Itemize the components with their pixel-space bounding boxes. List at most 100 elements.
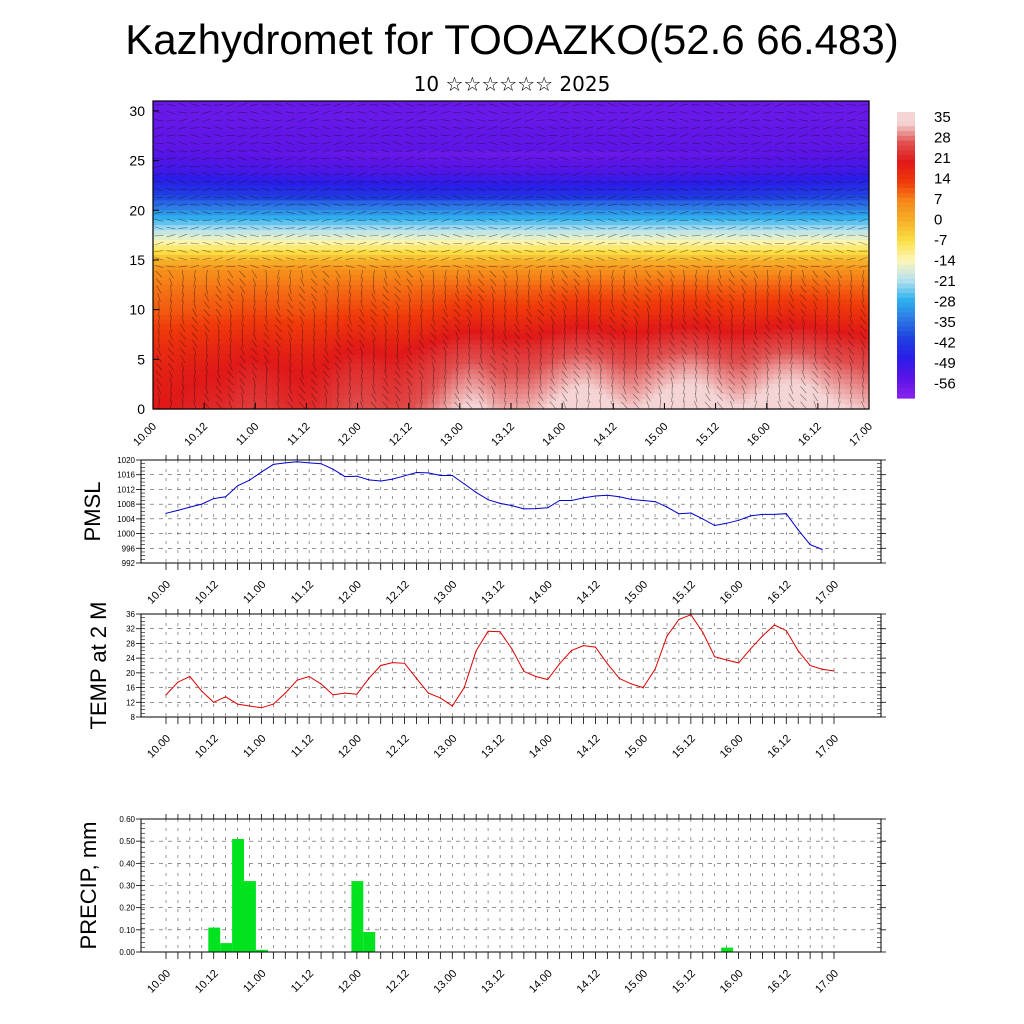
heatmap-cell (194, 200, 202, 206)
heatmap-cell (254, 284, 261, 291)
heatmap-cell (701, 180, 709, 187)
heatmap-cell (355, 165, 363, 172)
heatmap-cell (612, 165, 619, 172)
heatmap-cell (678, 210, 685, 216)
heatmap-cell (737, 284, 745, 291)
heatmap-cell (176, 279, 184, 286)
heatmap-cell (528, 250, 536, 256)
heatmap-cell (188, 284, 196, 291)
heatmap-cell (409, 105, 417, 112)
heatmap-cell (284, 145, 291, 152)
heatmap-cell (648, 170, 655, 177)
heatmap-cell (170, 225, 178, 231)
heatmap-cell (612, 205, 619, 211)
heatmap-cell (158, 210, 166, 216)
heatmap-cell (397, 259, 405, 266)
heatmap-cell (487, 289, 494, 296)
heatmap-cell (391, 284, 399, 291)
heatmap-cell (540, 115, 548, 122)
heatmap-cell (182, 200, 190, 206)
heatmap-cell (773, 105, 781, 112)
heatmap-cell (158, 165, 166, 172)
heatmap-cell (379, 205, 387, 211)
heatmap-cell (206, 190, 214, 196)
heatmap-cell (749, 255, 757, 261)
heatmap-cell (737, 259, 745, 266)
heatmap-cell (308, 190, 315, 196)
heatmap-cell (337, 185, 345, 192)
heatmap-cell (188, 155, 196, 162)
heatmap-cell (839, 230, 846, 236)
heatmap-cell (648, 150, 655, 157)
heatmap-cell (791, 299, 798, 306)
heatmap-cell (845, 269, 852, 276)
heatmap-cell (743, 170, 751, 177)
heatmap-cell (170, 170, 178, 177)
heatmap-cell (505, 274, 512, 281)
heatmap-cell (695, 250, 703, 256)
heatmap-cell (475, 130, 482, 137)
heatmap-cell (749, 299, 757, 306)
heatmap-cell (397, 274, 405, 281)
heatmap-cell (194, 250, 202, 256)
heatmap-cell (773, 269, 781, 276)
heatmap-cell (463, 220, 470, 226)
heatmap-cell (773, 140, 781, 147)
heatmap-cell (707, 279, 715, 286)
heatmap-cell (743, 274, 751, 281)
heatmap-cell (379, 284, 387, 291)
heatmap-cell (284, 120, 291, 127)
heatmap-cell (469, 125, 476, 132)
heatmap-cell (200, 269, 208, 276)
heatmap-cell (260, 250, 267, 256)
heatmap-cell (415, 235, 423, 241)
heatmap-cell (343, 145, 351, 152)
heatmap-cell (851, 190, 858, 196)
heatmap-cell (678, 195, 685, 201)
heatmap-cell (540, 110, 548, 117)
heatmap-cell (755, 299, 763, 306)
heatmap-cell (194, 105, 202, 112)
heatmap-cell (558, 250, 566, 256)
heatmap-cell (337, 215, 345, 221)
heatmap-cell (642, 289, 649, 296)
heatmap-cell (600, 215, 608, 221)
heatmap-cell (815, 235, 822, 241)
heatmap-cell (522, 299, 530, 306)
heatmap-cell (785, 180, 793, 187)
heatmap-cell (618, 140, 625, 147)
heatmap-cell (803, 269, 810, 276)
heatmap-cell (421, 235, 429, 241)
heatmap-cell (845, 205, 852, 211)
heatmap-cell (397, 190, 405, 196)
heatmap-cell (719, 105, 727, 112)
heatmap-cell (821, 205, 828, 211)
heatmap-cell (827, 240, 834, 246)
heatmap-cell (361, 215, 369, 221)
heatmap-cell (564, 160, 572, 167)
heatmap-cell (600, 299, 608, 306)
heatmap-cell (433, 180, 440, 187)
heatmap-cell (206, 269, 214, 276)
heatmap-cell (463, 101, 470, 107)
heatmap-cell (278, 299, 285, 306)
heatmap-cell (194, 145, 202, 152)
heatmap-cell (737, 155, 745, 162)
heatmap-cell (564, 185, 572, 192)
heatmap-cell (606, 235, 614, 241)
heatmap-cell (403, 230, 411, 236)
heatmap-cell (170, 140, 178, 147)
heatmap-cell (385, 200, 393, 206)
heatmap-cell (415, 120, 423, 127)
heatmap-cell (713, 284, 721, 291)
heatmap-cell (170, 294, 178, 301)
heatmap-cell (695, 120, 703, 127)
heatmap-cell (540, 294, 548, 301)
heatmap-cell (713, 165, 721, 172)
heatmap-cell (731, 294, 739, 301)
heatmap-cell (672, 274, 679, 281)
heatmap-cell (695, 220, 703, 226)
heatmap-cell (684, 230, 691, 236)
heatmap-cell (773, 274, 781, 281)
heatmap-cell (236, 180, 244, 187)
